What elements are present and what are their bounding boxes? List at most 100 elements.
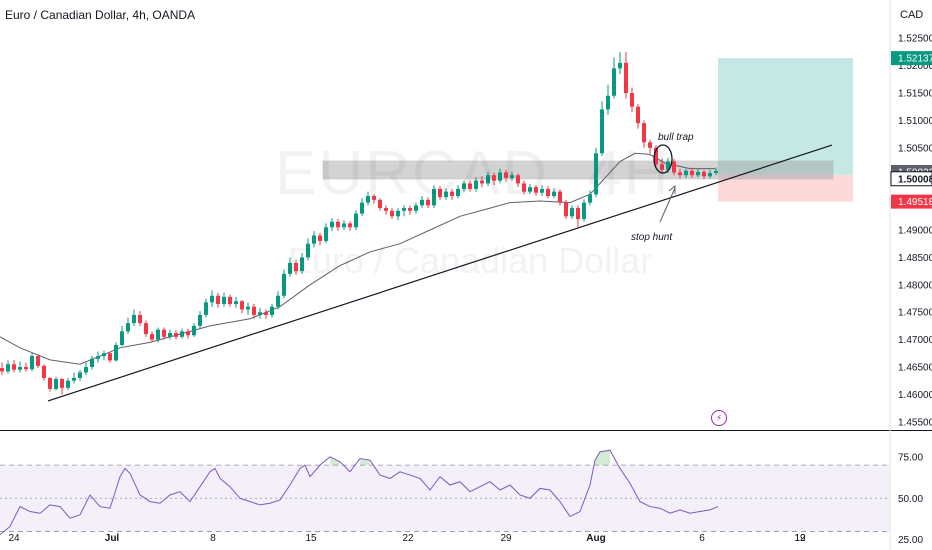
candle-body (18, 366, 22, 370)
candle (600, 101, 604, 157)
rsi-overbought-fill (330, 456, 340, 466)
candle (456, 185, 460, 199)
stop-zone (718, 174, 853, 202)
chart-title: Euro / Canadian Dollar, 4h, OANDA (5, 8, 196, 22)
candle (594, 147, 598, 198)
candle-body (708, 173, 712, 177)
candle-body (36, 356, 40, 366)
candle-body (462, 183, 466, 189)
candle-body (108, 353, 112, 361)
currency-label[interactable]: CAD (900, 9, 924, 21)
lightning-icon[interactable]: ⚡ (711, 410, 727, 426)
time-tick-label: 6 (699, 533, 705, 544)
candle-body (696, 171, 700, 176)
target-zone (718, 58, 853, 175)
candle-body (396, 210, 400, 217)
candle-body (234, 301, 238, 304)
candle-body (438, 188, 442, 198)
candle (90, 356, 94, 370)
candle (54, 376, 58, 391)
rsi-tick-label: 50.00 (898, 494, 923, 505)
time-tick-label: 12 (794, 533, 806, 544)
candle (570, 205, 574, 220)
candle (678, 168, 682, 179)
candle-body (360, 202, 364, 214)
candle (330, 217, 334, 232)
candle (276, 291, 280, 310)
candle-body (534, 187, 538, 193)
candle (102, 350, 106, 361)
candle (210, 290, 214, 307)
candle (234, 296, 238, 308)
candle-body (0, 368, 4, 372)
candle-body (120, 331, 124, 346)
candle-body (498, 172, 502, 181)
candle (270, 303, 274, 318)
candle (264, 309, 268, 319)
symbol-watermark: EURCAD, 4H (275, 139, 671, 208)
candle-body (618, 62, 622, 69)
candle-body (570, 208, 574, 217)
candle (480, 176, 484, 188)
candle-body (240, 301, 244, 310)
candle-body (372, 196, 376, 200)
price-axis[interactable]: 1.52500 1.52000 1.51500 1.51000 1.50500 1.500… (889, 0, 932, 550)
candle (144, 320, 148, 337)
candle (312, 231, 316, 248)
candle (228, 294, 232, 307)
candle-body (408, 208, 412, 211)
candle-body (510, 175, 514, 178)
candle-body (300, 257, 304, 272)
candle (252, 303, 256, 319)
candle-body (606, 95, 610, 110)
candle-body (504, 172, 508, 178)
candle (282, 269, 286, 299)
candle-body (612, 68, 616, 96)
candle (348, 221, 352, 232)
candle-body (150, 334, 154, 340)
candle-body (456, 188, 460, 197)
candle-body (480, 180, 484, 184)
candle (672, 158, 676, 176)
candle (690, 167, 694, 178)
candle (300, 253, 304, 274)
candle-body (576, 208, 580, 220)
candle (378, 198, 382, 211)
candle (432, 185, 436, 209)
candle (648, 139, 652, 154)
candle (534, 185, 538, 197)
candle-body (348, 223, 352, 228)
bull-trap-label: bull trap (658, 132, 694, 143)
price-tick-label: 1.48500 (898, 253, 932, 264)
candle (372, 193, 376, 204)
candle-body (666, 161, 670, 170)
candle (474, 177, 478, 192)
candle-body (6, 364, 10, 372)
candle-body (492, 175, 496, 181)
candle-body (702, 171, 706, 177)
candle-body (564, 202, 568, 217)
price-tick-label: 1.47000 (898, 335, 932, 346)
candle-body (546, 188, 550, 197)
candle (6, 360, 10, 374)
candle (42, 364, 46, 381)
candle-body (174, 333, 178, 337)
candle-body (630, 93, 634, 107)
candle (390, 208, 394, 220)
candle-body (192, 325, 196, 336)
candle-body (60, 379, 64, 388)
candle-body (48, 377, 52, 389)
candle (120, 325, 124, 347)
candle-body (102, 353, 106, 357)
time-tick-label: 19 (794, 533, 806, 544)
candle (342, 220, 346, 230)
rsi-line (0, 449, 719, 536)
candle (612, 57, 616, 99)
candle (18, 361, 22, 373)
candle (396, 208, 400, 221)
candle-body (312, 235, 316, 244)
stop-hunt-label: stop hunt (631, 232, 673, 243)
